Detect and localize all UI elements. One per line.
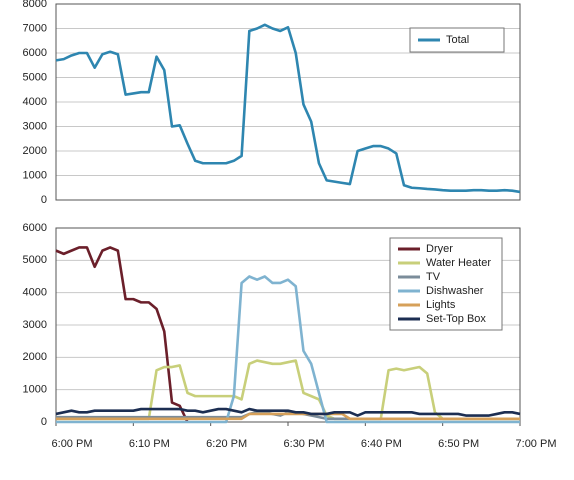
y-tick-label: 6000 <box>23 222 47 234</box>
series-line <box>56 275 520 424</box>
legend-label: Dishwasher <box>426 285 484 297</box>
y-tick-label: 0 <box>41 416 47 428</box>
x-tick-label: 6:10 PM <box>129 438 170 450</box>
y-tick-label: 5000 <box>23 71 47 83</box>
y-tick-label: 3000 <box>23 120 47 132</box>
legend-label: Total <box>446 34 469 46</box>
series-line <box>55 407 521 417</box>
x-tick-label: 6:20 PM <box>206 438 247 450</box>
y-tick-label: 0 <box>41 194 47 206</box>
legend-label: TV <box>426 271 441 283</box>
legend-label: Set-Top Box <box>426 313 486 325</box>
y-tick-label: 2000 <box>23 351 47 363</box>
y-tick-label: 2000 <box>23 145 47 157</box>
series-line <box>55 246 189 423</box>
x-tick-label: 6:30 PM <box>284 438 325 450</box>
y-tick-label: 8000 <box>23 0 47 10</box>
series-line <box>55 23 521 194</box>
y-tick-label: 1000 <box>23 384 47 396</box>
plot-frame <box>55 3 521 201</box>
y-tick-label: 1000 <box>23 169 47 181</box>
y-tick-label: 4000 <box>23 96 47 108</box>
series-line <box>56 412 520 421</box>
x-tick-label: 6:40 PM <box>361 438 402 450</box>
legend-label: Lights <box>426 299 456 311</box>
y-tick-label: 4000 <box>23 287 47 299</box>
y-tick-label: 6000 <box>23 47 47 59</box>
x-tick-label: 7:00 PM <box>516 438 557 450</box>
x-tick-label: 6:50 PM <box>438 438 479 450</box>
y-tick-label: 3000 <box>23 319 47 331</box>
legend-box <box>389 237 503 331</box>
legend-label: Dryer <box>426 243 453 255</box>
legend-label: Water Heater <box>426 257 491 269</box>
y-tick-label: 5000 <box>23 254 47 266</box>
y-tick-label: 7000 <box>23 22 47 34</box>
x-tick-label: 6:00 PM <box>52 438 93 450</box>
